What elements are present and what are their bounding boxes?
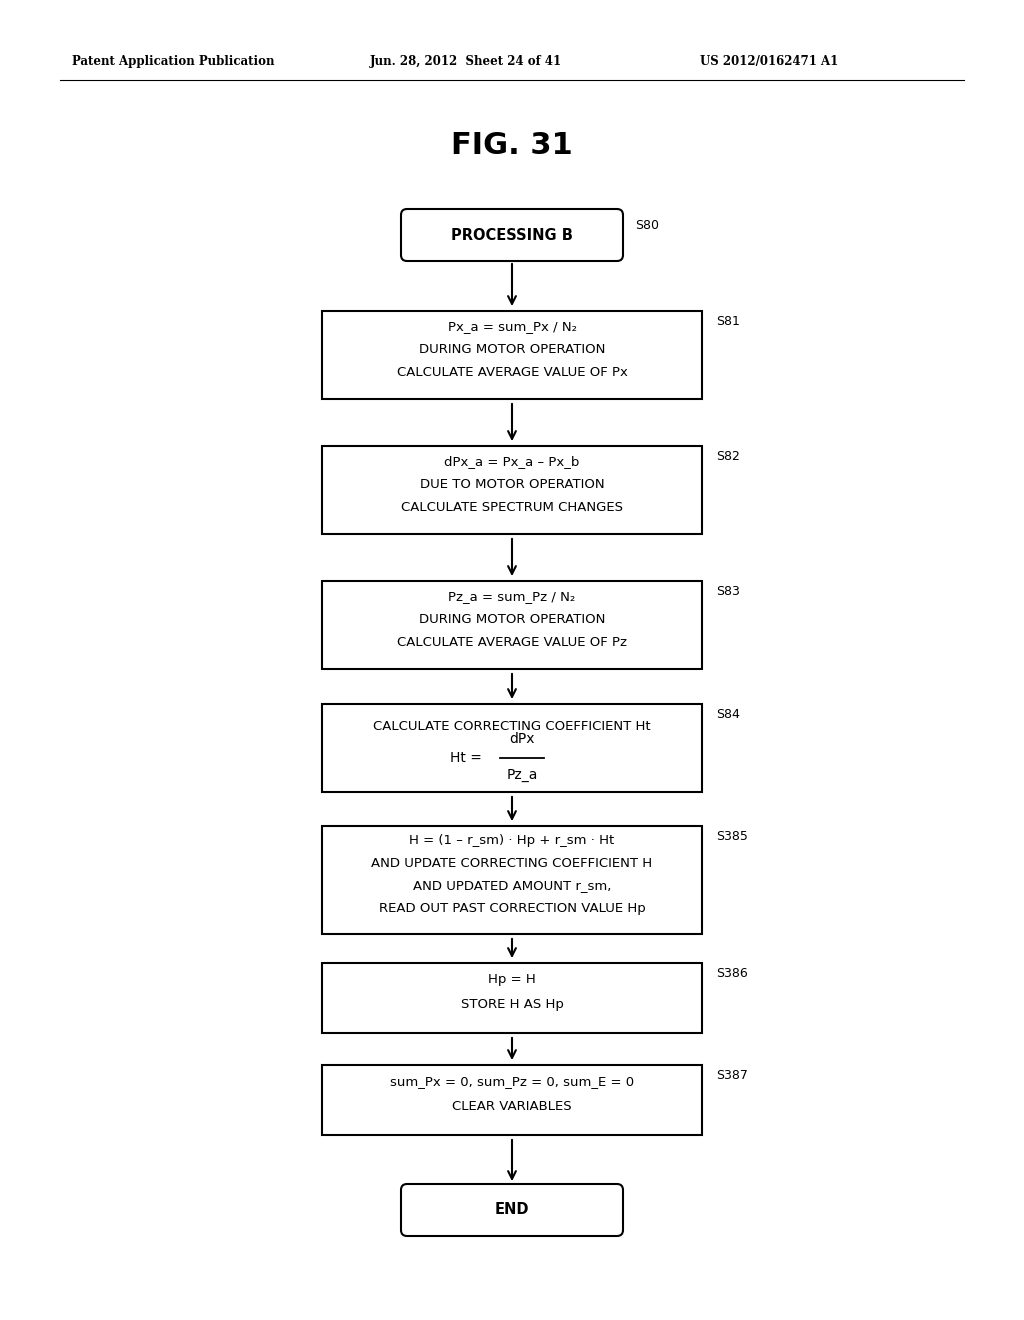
FancyBboxPatch shape xyxy=(401,209,623,261)
Text: S81: S81 xyxy=(716,315,740,327)
Text: CALCULATE AVERAGE VALUE OF Px: CALCULATE AVERAGE VALUE OF Px xyxy=(396,366,628,379)
Text: Jun. 28, 2012  Sheet 24 of 41: Jun. 28, 2012 Sheet 24 of 41 xyxy=(370,55,562,69)
Text: Hp = H: Hp = H xyxy=(488,973,536,986)
Text: READ OUT PAST CORRECTION VALUE Hp: READ OUT PAST CORRECTION VALUE Hp xyxy=(379,902,645,915)
FancyBboxPatch shape xyxy=(322,826,702,935)
Text: AND UPDATE CORRECTING COEFFICIENT H: AND UPDATE CORRECTING COEFFICIENT H xyxy=(372,857,652,870)
Text: Ht =: Ht = xyxy=(451,751,482,766)
Text: dPx_a = Px_a – Px_b: dPx_a = Px_a – Px_b xyxy=(444,454,580,467)
Text: AND UPDATED AMOUNT r_sm,: AND UPDATED AMOUNT r_sm, xyxy=(413,879,611,892)
Text: sum_Px = 0, sum_Pz = 0, sum_E = 0: sum_Px = 0, sum_Pz = 0, sum_E = 0 xyxy=(390,1074,634,1088)
Text: CALCULATE CORRECTING COEFFICIENT Ht: CALCULATE CORRECTING COEFFICIENT Ht xyxy=(373,719,651,733)
Text: S387: S387 xyxy=(716,1069,748,1082)
Text: Pz_a = sum_Pz / N₂: Pz_a = sum_Pz / N₂ xyxy=(449,590,575,602)
Text: CLEAR VARIABLES: CLEAR VARIABLES xyxy=(453,1100,571,1113)
FancyBboxPatch shape xyxy=(322,446,702,535)
Text: S84: S84 xyxy=(716,708,740,721)
Text: Px_a = sum_Px / N₂: Px_a = sum_Px / N₂ xyxy=(447,319,577,333)
Text: US 2012/0162471 A1: US 2012/0162471 A1 xyxy=(700,55,839,69)
Text: STORE H AS Hp: STORE H AS Hp xyxy=(461,998,563,1011)
Text: PROCESSING B: PROCESSING B xyxy=(451,227,573,243)
FancyBboxPatch shape xyxy=(322,312,702,399)
Text: END: END xyxy=(495,1203,529,1217)
Text: S385: S385 xyxy=(716,830,748,843)
FancyBboxPatch shape xyxy=(401,1184,623,1236)
Text: S83: S83 xyxy=(716,585,740,598)
Text: DURING MOTOR OPERATION: DURING MOTOR OPERATION xyxy=(419,343,605,355)
Text: CALCULATE SPECTRUM CHANGES: CALCULATE SPECTRUM CHANGES xyxy=(401,500,623,513)
FancyBboxPatch shape xyxy=(322,581,702,669)
Text: S82: S82 xyxy=(716,450,740,463)
Text: Pz_a: Pz_a xyxy=(506,768,538,781)
Text: FIG. 31: FIG. 31 xyxy=(452,131,572,160)
Text: S386: S386 xyxy=(716,968,748,979)
Text: Patent Application Publication: Patent Application Publication xyxy=(72,55,274,69)
Text: CALCULATE AVERAGE VALUE OF Pz: CALCULATE AVERAGE VALUE OF Pz xyxy=(397,636,627,649)
FancyBboxPatch shape xyxy=(322,964,702,1034)
Text: DURING MOTOR OPERATION: DURING MOTOR OPERATION xyxy=(419,612,605,626)
Text: H = (1 – r_sm) · Hp + r_sm · Ht: H = (1 – r_sm) · Hp + r_sm · Ht xyxy=(410,834,614,847)
Text: dPx: dPx xyxy=(509,733,535,746)
FancyBboxPatch shape xyxy=(322,1065,702,1135)
FancyBboxPatch shape xyxy=(322,704,702,792)
Text: S80: S80 xyxy=(635,219,659,232)
Text: DUE TO MOTOR OPERATION: DUE TO MOTOR OPERATION xyxy=(420,478,604,491)
